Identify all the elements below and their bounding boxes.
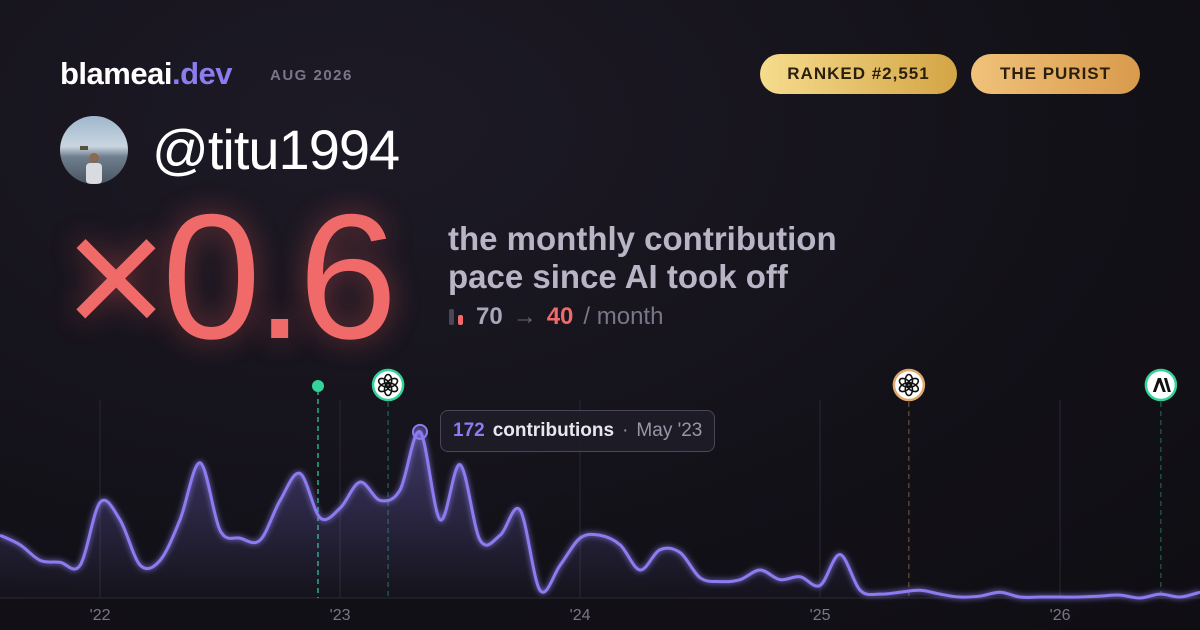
title-badge: THE PURIST [971, 54, 1140, 94]
description: the monthly contribution pace since AI t… [448, 220, 837, 296]
highlight-point [412, 423, 428, 440]
brand-suffix: .dev [171, 56, 233, 91]
chart: '22 '23 '24 '25 '26 [0, 368, 1200, 624]
icon-petal [377, 377, 391, 388]
avatar-figure [80, 146, 102, 184]
event-icon [1144, 368, 1178, 402]
brand-name: blameai [60, 56, 172, 91]
x-tick-label: '23 [330, 607, 351, 624]
avatar [60, 116, 128, 184]
tooltip: 172 contributions · May '23 [440, 410, 716, 452]
pace-icon [449, 309, 463, 325]
description-line: pace since AI took off [448, 258, 788, 295]
handle: @titu1994 [152, 118, 400, 181]
tooltip-value: 172 [453, 420, 485, 441]
event-dot [312, 380, 324, 392]
x-tick-label: '25 [810, 607, 831, 624]
icon-glyph [1152, 378, 1171, 392]
icon-petal [898, 377, 912, 388]
unit: / month [583, 303, 664, 330]
date: AUG 2026 [270, 67, 353, 84]
event-icon [892, 368, 926, 402]
icon-ring [892, 368, 926, 402]
line [0, 430, 1200, 600]
multiplier: ×0.6 [64, 177, 397, 376]
tooltip-date: May '23 [636, 420, 703, 441]
after-value: 40 [546, 303, 574, 330]
tooltip-separator: · [622, 420, 629, 441]
x-tick-label: '24 [570, 607, 591, 624]
brand: blameai.dev [60, 56, 232, 92]
tooltip-label: contributions [492, 420, 615, 441]
event-icon [371, 368, 405, 402]
area [0, 431, 1200, 599]
x-tick-label: '26 [1050, 607, 1071, 624]
rank-badge: RANKED #2,551 [760, 54, 957, 94]
description-line: the monthly contribution [448, 220, 837, 257]
icon-ring [371, 368, 405, 402]
before-value: 70 [476, 303, 503, 330]
x-tick-label: '22 [90, 607, 111, 624]
arrow: → [512, 303, 537, 330]
pace: 70 → 40 / month [448, 303, 663, 331]
